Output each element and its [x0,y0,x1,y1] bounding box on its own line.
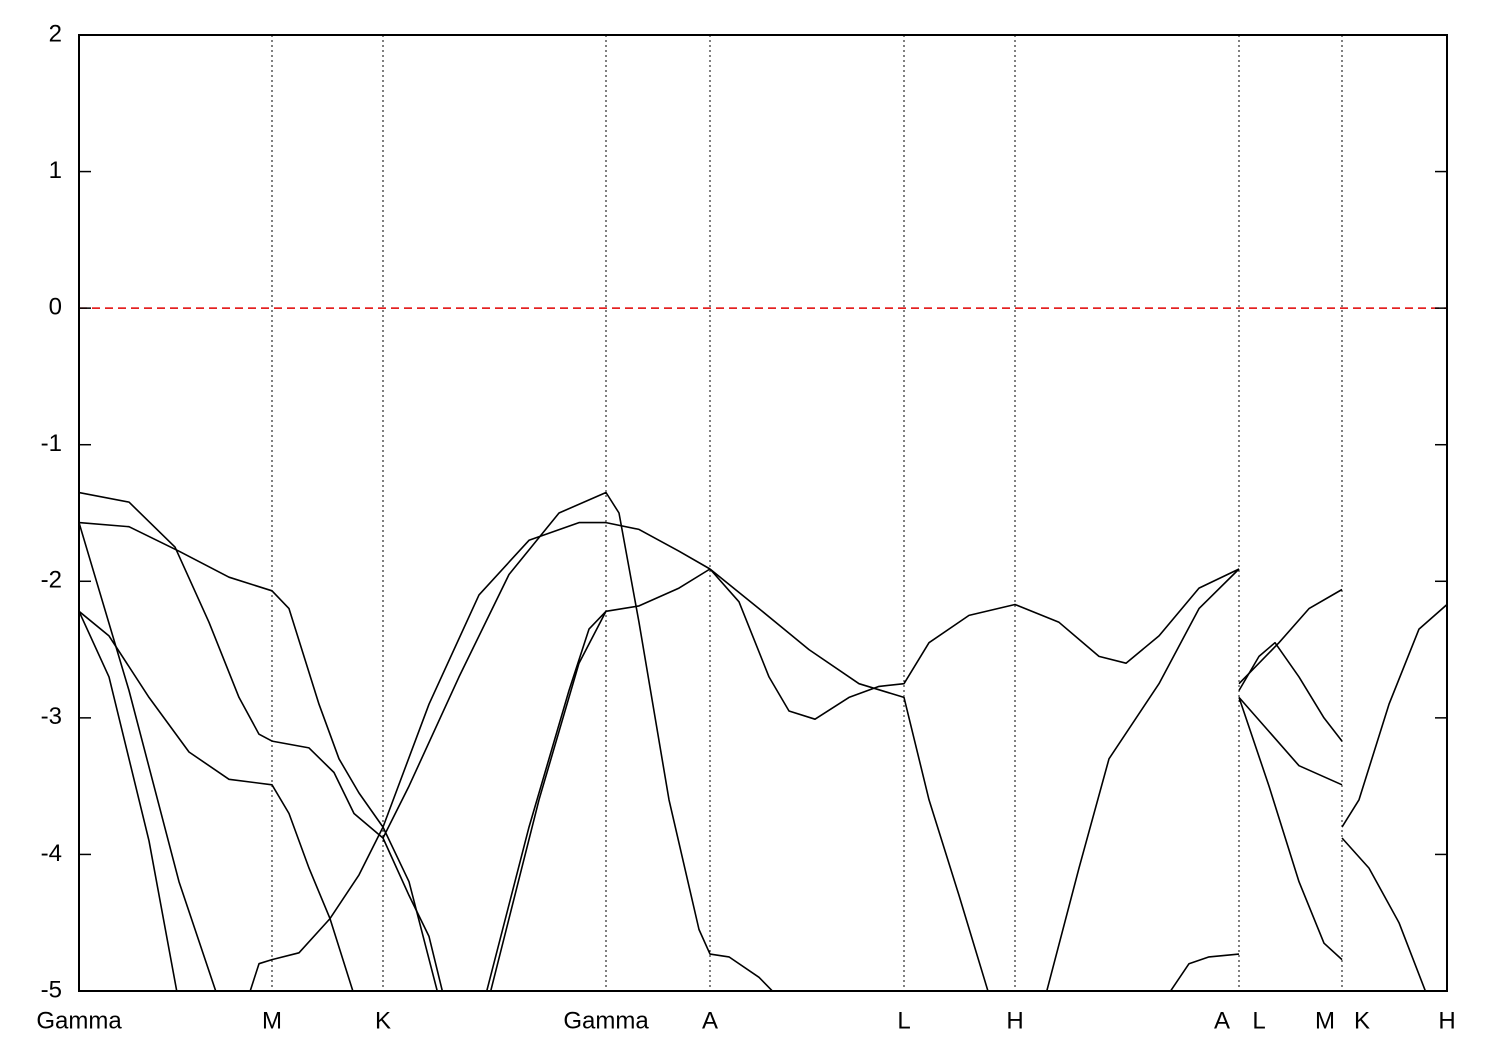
band-line [709,568,989,991]
band-line [249,521,606,991]
band-line [1238,641,1343,742]
band-line [1238,588,1343,685]
band-line [79,491,774,991]
x-tick-label: L [897,1007,910,1034]
x-tick-label: L [1252,1007,1265,1034]
band-line [382,837,444,991]
y-tick-label: 2 [49,20,62,47]
band-line [79,522,217,991]
band-line [1341,837,1427,991]
x-tick-label: H [1438,1007,1455,1034]
y-tick-label: -1 [41,430,62,457]
x-tick-label: A [1214,1007,1230,1034]
x-tick-label: A [702,1007,718,1034]
x-tick-label: M [262,1007,282,1034]
y-tick-label: 0 [49,293,62,320]
band-line [1169,953,1240,991]
band-line [79,610,178,991]
band-line [709,568,1240,721]
x-tick-label: H [1006,1007,1023,1034]
y-tick-label: -2 [41,567,62,594]
plot-frame [78,34,1448,992]
plot-area [79,35,1447,991]
x-tick-label: K [375,1007,391,1034]
band-line [605,521,711,570]
band-line [79,610,354,991]
y-tick-label: -3 [41,703,62,730]
y-tick-label: -4 [41,840,62,867]
band-line [1045,568,1240,991]
x-tick-label: M [1315,1007,1335,1034]
x-tick-label: Gamma [563,1007,649,1034]
y-tick-label: -5 [41,976,62,1003]
band-line [485,610,607,991]
band-line [79,521,439,991]
x-tick-label: Gamma [36,1007,122,1034]
y-tick-label: 1 [49,157,62,184]
band-line [605,568,711,613]
x-tick-label: K [1354,1007,1370,1034]
band-line [1238,696,1343,786]
band-line [489,610,607,991]
band-line [1341,603,1447,828]
band-line [1238,697,1343,961]
